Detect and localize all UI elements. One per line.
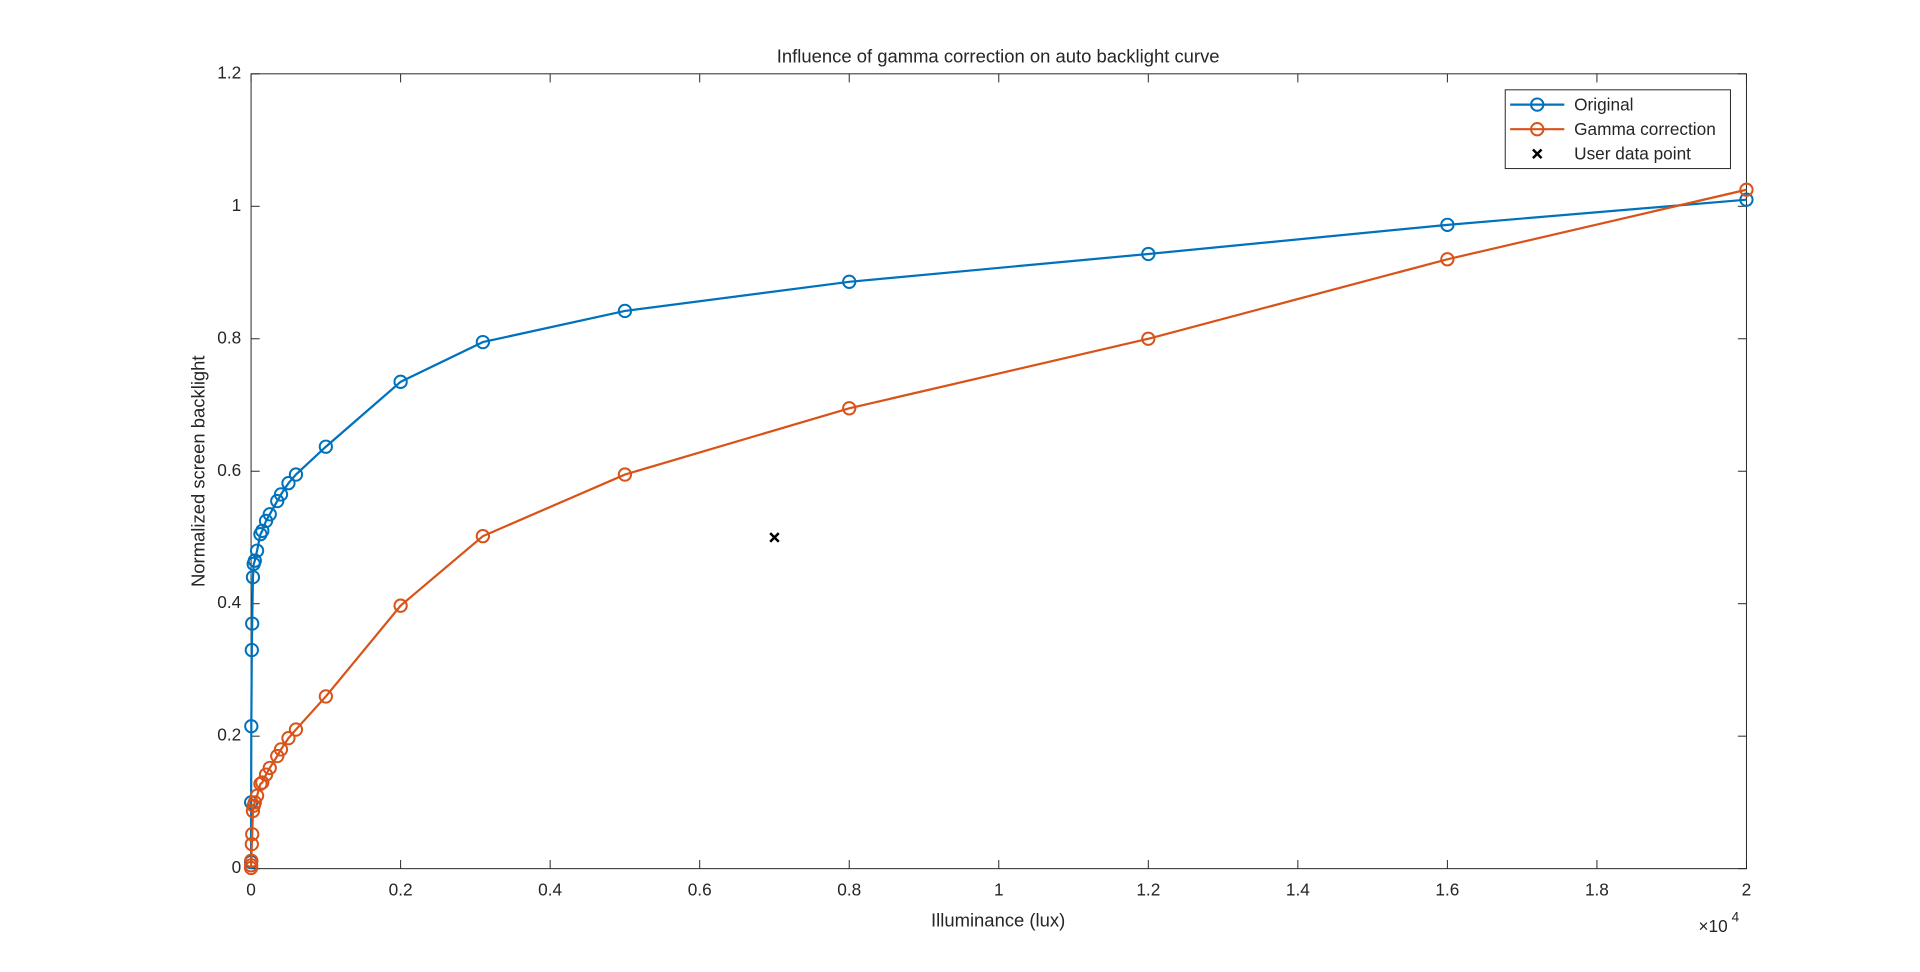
marker: [393, 374, 408, 389]
x-tick-label: 1.6: [1435, 879, 1459, 899]
marker: [245, 803, 261, 819]
y-tick-label: 0.2: [217, 725, 241, 745]
legend-marker: [1530, 97, 1545, 112]
x-tick-label: 0: [246, 879, 256, 899]
marker: [1739, 182, 1754, 197]
marker: [273, 742, 289, 757]
marker: [1141, 246, 1156, 262]
legend-label: User data point: [1574, 144, 1691, 164]
plot-area: [250, 73, 1747, 870]
marker: [475, 334, 491, 350]
x-tick-label: 1.4: [1286, 879, 1310, 899]
legend-marker: [1530, 122, 1545, 137]
marker: [318, 439, 333, 454]
y-tick-label: 0.6: [217, 460, 241, 480]
marker: [1440, 252, 1455, 267]
marker: [318, 689, 333, 704]
chart-title: Influence of gamma correction on auto ba…: [777, 46, 1220, 67]
marker: [769, 532, 780, 543]
legend-label: Original: [1574, 94, 1633, 114]
x-tick-label: 0.8: [837, 879, 861, 899]
marker: [245, 827, 260, 842]
marker: [288, 722, 304, 737]
x-exponent-power: 4: [1732, 909, 1740, 924]
marker: [1141, 331, 1156, 346]
series-line: [249, 188, 1747, 869]
x-tick-label: 0.6: [688, 879, 712, 899]
x-tick-label: 0.2: [389, 879, 413, 899]
y-tick-label: 0: [232, 857, 242, 877]
marker: [842, 274, 857, 289]
y-tick-label: 0.4: [217, 592, 241, 612]
y-axis-label: Normalized screen backlight: [187, 355, 208, 587]
marker: [244, 642, 259, 658]
marker: [244, 858, 259, 873]
marker: [244, 719, 259, 734]
marker: [249, 543, 265, 558]
legend-label: Gamma correction: [1574, 119, 1716, 139]
x-tick-label: 1.8: [1585, 879, 1609, 899]
marker: [475, 529, 491, 544]
y-tick-label: 0.8: [217, 327, 241, 347]
marker: [262, 760, 277, 776]
marker: [1440, 217, 1455, 232]
x-exponent: ×10: [1698, 916, 1727, 936]
marker: [288, 467, 304, 482]
y-tick-label: 1: [232, 195, 242, 215]
y-tick-label: 1.2: [217, 62, 241, 82]
marker: [617, 467, 633, 482]
x-axis-label: Illuminance (lux): [931, 909, 1065, 930]
marker: [1739, 192, 1754, 207]
marker: [244, 837, 259, 852]
legend-marker: [1532, 148, 1543, 159]
marker: [244, 853, 259, 868]
x-tick-label: 0.4: [538, 879, 562, 899]
marker: [247, 795, 262, 810]
marker: [842, 401, 857, 416]
marker: [617, 303, 633, 319]
marker: [247, 553, 262, 568]
marker: [245, 616, 260, 631]
series-line: [249, 198, 1747, 863]
marker: [393, 598, 408, 613]
marker: [281, 731, 296, 746]
marker: [262, 507, 277, 522]
x-tick-label: 1.2: [1136, 879, 1160, 899]
marker: [273, 487, 289, 502]
marker: [281, 476, 296, 491]
marker: [255, 775, 270, 790]
x-tick-label: 1: [994, 879, 1004, 899]
x-tick-label: 2: [1742, 879, 1752, 899]
